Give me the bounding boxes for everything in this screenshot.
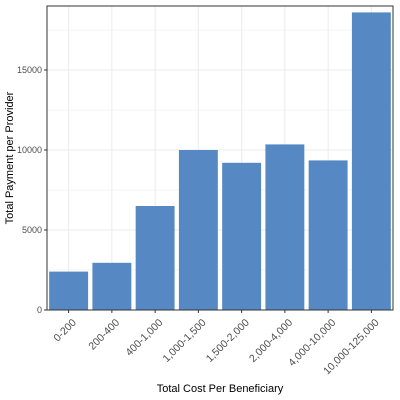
y-axis-title: Total Payment per Provider bbox=[4, 91, 16, 224]
x-axis-title: Total Cost Per Beneficiary bbox=[157, 383, 284, 395]
y-axis: 0 5000 10000 15000 bbox=[17, 65, 47, 315]
bar bbox=[178, 150, 218, 310]
y-tick-label: 0 bbox=[37, 305, 42, 315]
bar bbox=[135, 206, 175, 310]
plot-panel bbox=[46, 5, 394, 311]
y-tick-label: 10000 bbox=[17, 145, 42, 155]
bar bbox=[308, 160, 348, 310]
x-tick-label: 200-400 bbox=[86, 317, 122, 353]
x-tick-label: 0-200 bbox=[51, 317, 79, 345]
x-axis: 0-200 200-400 400-1,0001,000-1,5001,500-2,… bbox=[51, 310, 382, 377]
bar-series bbox=[49, 12, 391, 311]
y-tick-label: 5000 bbox=[22, 225, 42, 235]
bar bbox=[92, 262, 132, 310]
panel-border bbox=[46, 5, 394, 311]
x-tick-label: 1,500-2,000 bbox=[204, 317, 252, 365]
x-tick-label: 1,000-1,500 bbox=[160, 317, 208, 365]
y-tick-label: 15000 bbox=[17, 65, 42, 75]
bar bbox=[222, 162, 262, 310]
x-tick-label: 400-1,000 bbox=[123, 317, 165, 359]
bar bbox=[265, 144, 305, 310]
bar bbox=[351, 12, 391, 311]
bar bbox=[49, 271, 89, 310]
